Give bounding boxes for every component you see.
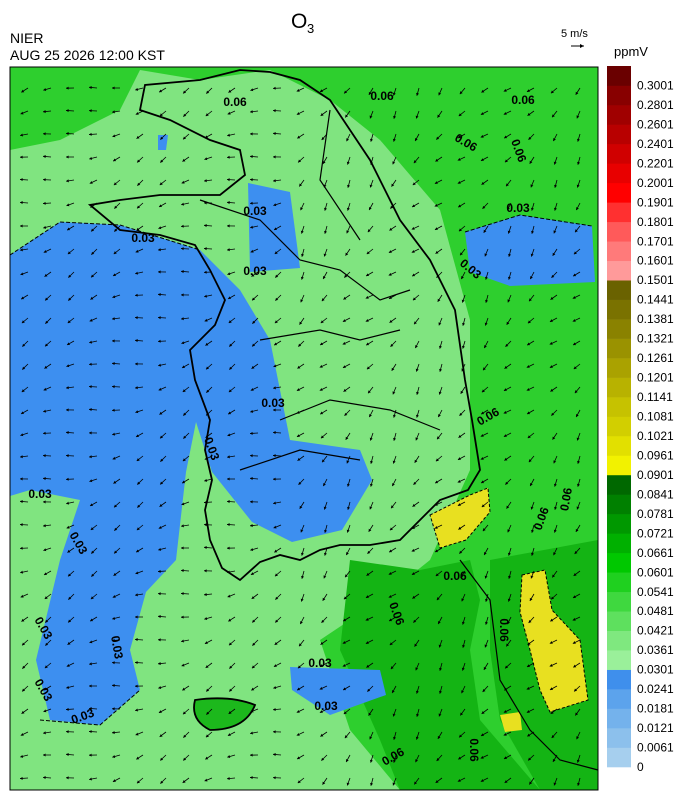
colorbar-swatch	[607, 280, 631, 300]
colorbar-label: 0.1901	[637, 195, 674, 209]
contour-label: 0.06	[223, 95, 247, 109]
colorbar-swatch	[607, 689, 631, 709]
colorbar-swatch	[607, 85, 631, 105]
contour-label: 0.06	[467, 738, 481, 762]
colorbar-label: 0.0901	[637, 468, 674, 482]
colorbar-label: 0.1321	[637, 332, 674, 346]
colorbar-label: 0.1801	[637, 215, 674, 229]
colorbar-label: 0.0061	[637, 741, 674, 755]
colorbar-label: 0.0661	[637, 546, 674, 560]
contour-label: 0.06	[511, 93, 535, 107]
colorbar-label: 0.0181	[637, 702, 674, 716]
agency: NIER	[10, 30, 43, 46]
colorbar-label: 0	[637, 760, 644, 774]
colorbar-label: 0.2601	[637, 117, 674, 131]
colorbar-label: 0.0541	[637, 585, 674, 599]
colorbar-label: 0.0961	[637, 448, 674, 462]
colorbar-swatch	[607, 475, 631, 495]
contour-label: 0.03	[261, 396, 285, 410]
map: 0.06 0.06 0.06 0.06 0.06 0.03 0.03 0.03 0.03 0.03…	[10, 67, 598, 790]
wind-scale-arrowhead	[580, 44, 584, 48]
colorbar-swatch	[607, 592, 631, 612]
colorbar-swatch	[607, 631, 631, 651]
colorbar-swatch	[607, 553, 631, 573]
colorbar-swatch	[607, 572, 631, 592]
contour-label: 0.03	[506, 201, 530, 215]
contour-label: 0.03	[131, 231, 155, 245]
colorbar-label: 0.1201	[637, 371, 674, 385]
colorbar-label: 0.0481	[637, 604, 674, 618]
colorbar-swatch	[607, 202, 631, 222]
colorbar-label: 0.1141	[637, 390, 673, 404]
colorbar-swatch	[607, 436, 631, 456]
colorbar-label: 0.0781	[637, 507, 674, 521]
colorbar-swatch	[607, 533, 631, 553]
colorbar-label: 0.0241	[637, 682, 674, 696]
colorbar-swatch	[607, 163, 631, 183]
colorbar-swatch	[607, 397, 631, 417]
colorbar-swatch	[607, 670, 631, 690]
contour-label: 0.06	[443, 569, 467, 583]
colorbar-swatch	[607, 300, 631, 320]
colorbar-label: 0.2801	[637, 98, 674, 112]
contour-label: 0.03	[243, 264, 267, 278]
colorbar-swatch	[607, 105, 631, 125]
colorbar-label: 0.1441	[637, 293, 674, 307]
colorbar-label: 0.1501	[637, 273, 674, 287]
colorbar-swatch	[607, 728, 631, 748]
contour-label: 0.03	[28, 487, 52, 501]
colorbar-swatch	[607, 339, 631, 359]
colorbar-label: 0.0361	[637, 643, 674, 657]
contour-label: 0.03	[308, 656, 332, 670]
colorbar-swatch	[607, 417, 631, 437]
colorbar-label: 0.0121	[637, 721, 674, 735]
colorbar-label: 0.2201	[637, 156, 674, 170]
colorbar-label: 0.1021	[637, 429, 674, 443]
contour-label: 0.03	[314, 699, 338, 713]
colorbar-label: 0.0421	[637, 624, 674, 638]
datetime: AUG 25 2026 12:00 KST	[10, 47, 165, 63]
unit: ppmV	[614, 44, 648, 59]
colorbar-label: 0.2401	[637, 137, 674, 151]
colorbar-label: 0.0841	[637, 487, 674, 501]
colorbar-swatch	[607, 241, 631, 261]
colorbar-swatch	[607, 124, 631, 144]
colorbar-swatch	[607, 144, 631, 164]
colorbar-label: 0.0601	[637, 565, 674, 579]
colorbar-swatch	[607, 748, 631, 768]
colorbar-label: 0.3001	[637, 78, 674, 92]
contour-label: 0.06	[497, 618, 511, 642]
wind-scale-label: 5 m/s	[561, 28, 588, 40]
colorbar-label: 0.0301	[637, 663, 674, 677]
colorbar-swatch	[607, 611, 631, 631]
colorbar-swatch	[607, 514, 631, 534]
colorbar-swatch	[607, 709, 631, 729]
title: O	[291, 10, 307, 33]
colorbar-label: 0.1601	[637, 254, 674, 268]
colorbar-swatch	[607, 222, 631, 242]
colorbar-swatch	[607, 319, 631, 339]
contour-label: 0.06	[370, 89, 394, 103]
colorbar-swatch	[607, 650, 631, 670]
colorbar-swatch	[607, 494, 631, 514]
colorbar: 0 0.0061 0.0121 0.0181 0.0241 0.0301 0.0361 0.0…	[607, 66, 674, 774]
colorbar-swatch	[607, 183, 631, 203]
title-subscript: 3	[307, 21, 314, 36]
colorbar-label: 0.1701	[637, 234, 674, 248]
colorbar-swatch	[607, 261, 631, 281]
colorbar-label: 0.1081	[637, 410, 674, 424]
contour-label: 0.03	[243, 204, 267, 218]
colorbar-swatch	[607, 378, 631, 398]
colorbar-label: 0.1381	[637, 312, 674, 326]
colorbar-label: 0.1261	[637, 351, 674, 365]
colorbar-label: 0.0721	[637, 526, 674, 540]
colorbar-swatch	[607, 66, 631, 86]
colorbar-swatch	[607, 455, 631, 475]
colorbar-label: 0.2001	[637, 176, 674, 190]
colorbar-swatch	[607, 358, 631, 378]
